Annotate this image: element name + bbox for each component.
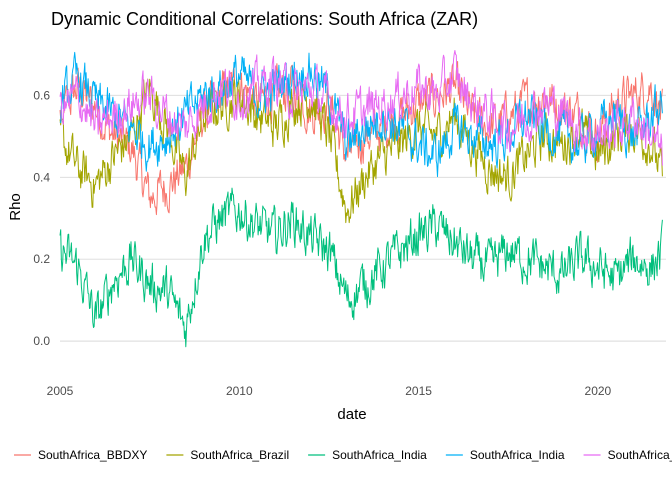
y-tick-label: 0.6: [33, 88, 50, 102]
y-tick-label: 0.0: [33, 334, 50, 348]
x-tick-label: 2015: [405, 384, 432, 398]
legend: s SouthAfrica_BBDXYSouthAfrica_BrazilSou…: [14, 448, 672, 462]
x-tick-label: 2010: [226, 384, 253, 398]
legend-label: SouthAfrica_India: [332, 448, 427, 462]
x-tick-label: 2005: [47, 384, 74, 398]
series-layer: [59, 50, 663, 348]
legend-label: SouthAfrica_Brazil: [190, 448, 289, 462]
y-axis-title: Rho: [7, 193, 24, 221]
y-axis-ticks: 0.0 0.2 0.4 0.6: [33, 88, 50, 348]
series-line: [59, 78, 663, 224]
y-tick-label: 0.2: [33, 252, 50, 266]
series-line: [59, 51, 663, 178]
y-tick-label: 0.4: [33, 170, 50, 184]
legend-label: SouthAfrica_BBDXY: [38, 448, 147, 462]
legend-label: SouthAfrica_Poland: [608, 448, 672, 462]
x-tick-label: 2020: [585, 384, 612, 398]
series-line: [59, 50, 663, 166]
chart-title: Dynamic Conditional Correlations: South …: [51, 9, 478, 29]
series-line: [59, 187, 663, 348]
x-axis-title: date: [337, 406, 366, 423]
legend-label: SouthAfrica_India: [470, 448, 565, 462]
x-axis-ticks: 2005 2010 2015 2020: [47, 384, 612, 398]
